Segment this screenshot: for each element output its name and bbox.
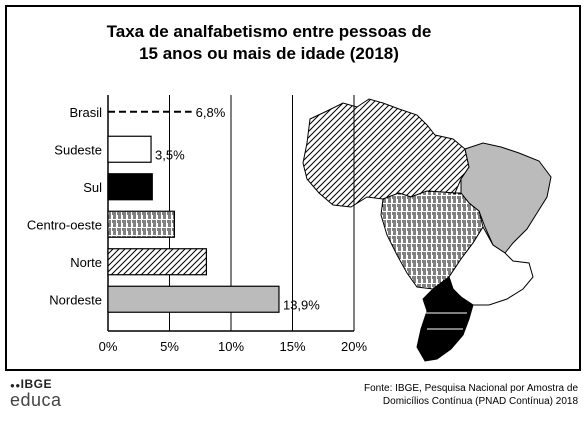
chart-title-line1: Taxa de analfabetismo entre pessoas de (107, 22, 432, 41)
brazil-map-illustration (302, 98, 552, 362)
map-region-norte (302, 98, 470, 208)
map-region-sul (416, 276, 474, 362)
bar-nordeste (107, 285, 280, 313)
logo-line2: educa (10, 390, 62, 410)
x-tick-label: 5% (160, 339, 179, 354)
category-labels: Brasil Sudeste Sul Centro-oeste Norte Nordest… (27, 105, 102, 308)
bar-sul (107, 173, 153, 201)
data-label: 6,8% (196, 105, 226, 120)
category-label: Brasil (69, 105, 102, 120)
category-label: Sul (83, 180, 102, 195)
bar-chart: Taxa de analfabetismo entre pessoas de 1… (27, 22, 552, 362)
data-label: 3,5% (155, 147, 185, 162)
x-tick-label: 20% (341, 339, 367, 354)
data-label: 13,9% (283, 297, 320, 312)
data-labels: 6,8% 3,5% 13,9% (155, 105, 320, 313)
ibge-educa-logo: ●●IBGE educa (10, 377, 80, 417)
category-label: Nordeste (49, 292, 102, 307)
x-tick-labels: 0% 5% 10% 15% 20% (99, 339, 368, 354)
bar-centro-oeste (107, 210, 176, 238)
x-tick-label: 15% (279, 339, 305, 354)
logo-line1: IBGE (20, 377, 53, 391)
source-line2: Domicílios Contínua (PNAD Contínua) 2018 (382, 396, 578, 407)
category-label: Norte (70, 255, 102, 270)
source-line1: Fonte: IBGE, Pesquisa Nacional por Amost… (364, 383, 578, 394)
bar-sudeste (107, 135, 152, 163)
chart-frame: Taxa de analfabetismo entre pessoas de 1… (5, 5, 581, 371)
source-note: Fonte: IBGE, Pesquisa Nacional por Amost… (238, 382, 578, 408)
category-label: Centro-oeste (27, 217, 102, 232)
category-label: Sudeste (54, 142, 102, 157)
chart-title-line2: 15 anos ou mais de idade (2018) (139, 44, 399, 63)
x-tick-label: 10% (218, 339, 244, 354)
x-tick-label: 0% (99, 339, 118, 354)
bar-norte (107, 248, 208, 276)
bars (107, 110, 280, 313)
